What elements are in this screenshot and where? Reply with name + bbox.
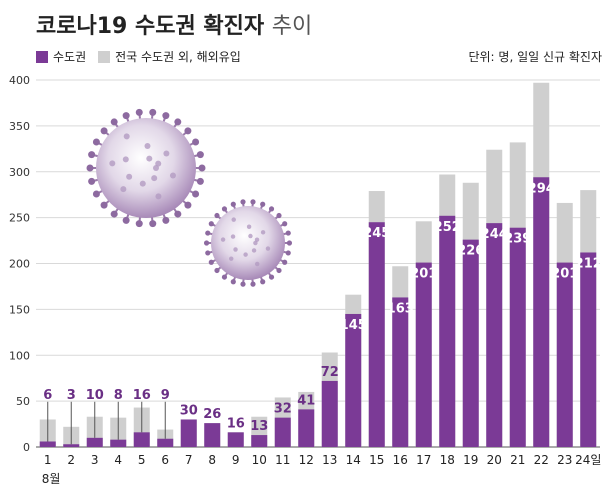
x-tick-label-17: 17 xyxy=(416,453,431,467)
x-tick-label-24: 24일 xyxy=(575,453,601,467)
data-label-15: 245 xyxy=(363,226,390,241)
x-tick-label-23: 23 xyxy=(557,453,572,467)
bar-capital-12 xyxy=(298,409,315,447)
bar-capital-4 xyxy=(110,439,127,447)
x-tick-label-21: 21 xyxy=(510,453,525,467)
data-label-1: 6 xyxy=(43,388,52,403)
bar-capital-19 xyxy=(462,239,479,447)
unit-note: 단위: 명, 일일 신규 확진자 xyxy=(468,50,602,64)
x-tick-label-3: 3 xyxy=(91,453,99,467)
data-label-5: 16 xyxy=(133,388,151,403)
bar-capital-24 xyxy=(580,252,597,447)
legend-swatch-other xyxy=(98,50,111,63)
y-tick-label: 400 xyxy=(9,74,30,87)
bar-capital-1 xyxy=(39,441,56,447)
legend-label-capital: 수도권 xyxy=(53,50,87,64)
bar-capital-13 xyxy=(321,380,338,447)
bar-capital-23 xyxy=(556,262,573,447)
virus-icon-large xyxy=(86,108,206,228)
data-label-18: 252 xyxy=(434,220,461,235)
data-label-6: 9 xyxy=(161,388,170,403)
x-tick-label-5: 5 xyxy=(138,453,146,467)
x-tick-label-2: 2 xyxy=(67,453,75,467)
data-label-8: 26 xyxy=(203,407,221,422)
x-tick-label-9: 9 xyxy=(232,453,240,467)
legend-swatch-capital xyxy=(36,50,48,63)
x-tick-label-16: 16 xyxy=(393,453,408,467)
y-tick-label: 350 xyxy=(9,120,30,133)
x-tick-label-20: 20 xyxy=(487,453,502,467)
x-tick-label-6: 6 xyxy=(161,453,169,467)
bar-capital-20 xyxy=(486,223,503,447)
data-label-23: 201 xyxy=(551,267,578,282)
x-tick-label-10: 10 xyxy=(252,453,267,467)
bar-capital-15 xyxy=(368,222,385,447)
y-tick-label: 50 xyxy=(16,395,30,408)
y-tick-label: 300 xyxy=(9,166,30,179)
x-tick-label-11: 11 xyxy=(275,453,290,467)
x-tick-label-1: 1 xyxy=(44,453,52,467)
x-tick-label-4: 4 xyxy=(114,453,122,467)
virus-icon-small xyxy=(203,199,293,287)
x-tick-label-18: 18 xyxy=(440,453,455,467)
data-label-22: 294 xyxy=(528,181,555,196)
x-tick-label-8: 8 xyxy=(208,453,216,467)
data-label-14: 145 xyxy=(340,318,367,333)
data-label-16: 163 xyxy=(387,301,414,316)
bar-capital-8 xyxy=(204,423,221,447)
bar-capital-17 xyxy=(415,262,432,447)
data-label-17: 201 xyxy=(410,267,437,282)
data-label-20: 244 xyxy=(481,227,508,242)
bar-capital-5 xyxy=(133,432,150,447)
y-tick-label: 200 xyxy=(9,258,30,271)
virus-illustration xyxy=(86,108,293,287)
bar-capital-16 xyxy=(392,297,409,447)
data-label-19: 226 xyxy=(457,244,484,259)
bar-capital-22 xyxy=(533,177,550,447)
data-label-2: 3 xyxy=(67,388,76,403)
data-label-11: 32 xyxy=(274,402,292,417)
x-tick-label-7: 7 xyxy=(185,453,193,467)
bar-capital-21 xyxy=(509,227,526,447)
y-tick-label: 150 xyxy=(9,303,30,316)
y-tick-label: 0 xyxy=(23,441,30,454)
x-tick-label-15: 15 xyxy=(369,453,384,467)
data-label-13: 72 xyxy=(321,365,339,380)
bar-capital-7 xyxy=(180,419,197,447)
data-label-12: 41 xyxy=(297,393,315,408)
bar-capital-9 xyxy=(227,432,244,447)
data-label-7: 30 xyxy=(180,403,198,418)
x-tick-label-22: 22 xyxy=(534,453,549,467)
y-tick-label: 250 xyxy=(9,212,30,225)
y-tick-label: 100 xyxy=(9,349,30,362)
bar-capital-14 xyxy=(345,313,362,447)
bar-capital-6 xyxy=(157,438,174,447)
data-label-4: 8 xyxy=(114,388,123,403)
bar-capital-2 xyxy=(63,444,80,447)
data-label-24: 212 xyxy=(575,256,602,271)
bar-capital-18 xyxy=(439,215,456,447)
x-tick-label-13: 13 xyxy=(322,453,337,467)
bar-capital-10 xyxy=(251,435,268,447)
legend-label-other: 전국 수도권 외, 해외유입 xyxy=(115,50,241,64)
data-label-9: 16 xyxy=(227,416,245,431)
title-main: 코로나19 수도권 확진자 xyxy=(36,14,265,39)
x-tick-label-19: 19 xyxy=(463,453,478,467)
data-label-3: 10 xyxy=(86,388,104,403)
legend-item-other: 전국 수도권 외, 해외유입 xyxy=(98,48,241,65)
data-label-21: 239 xyxy=(504,232,531,247)
bar-capital-3 xyxy=(86,437,103,447)
title-light: 추이 xyxy=(271,14,313,39)
legend-item-capital: 수도권 xyxy=(36,48,86,65)
bar-capital-11 xyxy=(274,417,291,447)
data-label-10: 13 xyxy=(250,419,268,434)
x-month-label: 8월 xyxy=(42,472,61,486)
x-tick-label-14: 14 xyxy=(346,453,361,467)
legend: 수도권 전국 수도권 외, 해외유입 xyxy=(36,48,253,65)
chart-title: 코로나19 수도권 확진자 추이 xyxy=(36,8,312,40)
x-tick-label-12: 12 xyxy=(299,453,314,467)
